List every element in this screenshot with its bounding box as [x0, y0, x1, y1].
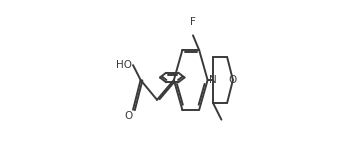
Text: N: N [209, 75, 217, 85]
Text: F: F [190, 18, 196, 27]
Text: O: O [124, 111, 132, 121]
Text: O: O [229, 75, 237, 85]
Text: HO: HO [116, 60, 132, 70]
